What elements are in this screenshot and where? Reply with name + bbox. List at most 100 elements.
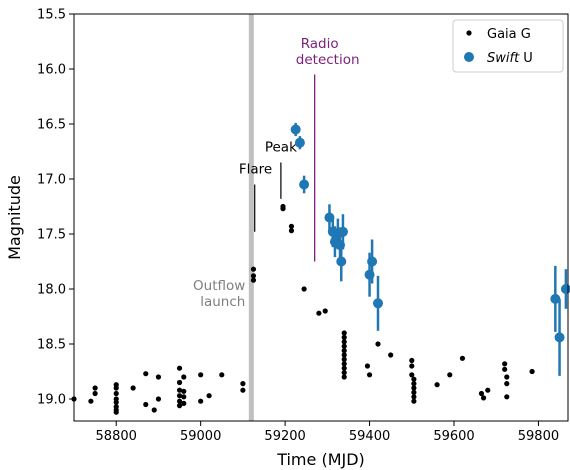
swift-point (290, 124, 301, 135)
plot-frame (73, 13, 569, 422)
gaia-point (176, 398, 183, 404)
legend-label-swift: Swift U (487, 51, 533, 66)
marks-layer (71, 122, 570, 415)
gaia-point (143, 401, 149, 408)
legend-marker-swift (464, 52, 474, 62)
gaia-point (322, 308, 328, 314)
gaia-point (411, 385, 417, 391)
legend-label-swift-italic: Swift (487, 51, 520, 66)
gaia-point (478, 390, 485, 397)
gaia-point (504, 374, 510, 380)
gaia-point (155, 374, 162, 380)
gaia-point (130, 385, 136, 391)
gaia-point (92, 385, 98, 391)
x-tick-label: 58800 (96, 429, 137, 444)
gaia-point (250, 277, 257, 283)
outflow-launch-label: launch (200, 294, 245, 310)
gaia-point (341, 348, 347, 354)
radio-detection-label: Radio (301, 36, 339, 52)
gaia-point (181, 374, 187, 380)
x-tick-label: 59600 (433, 429, 474, 444)
gaia-point (316, 310, 322, 316)
gaia-point (113, 390, 119, 397)
gaia-point (206, 393, 212, 399)
peak-label: Peak (265, 140, 297, 156)
y-tick-label: 17.5 (37, 228, 66, 243)
gaia-point (459, 355, 466, 361)
swift-point (373, 298, 383, 309)
legend-label-swift-rest: U (519, 51, 533, 66)
swift-point (554, 332, 565, 343)
gaia-point (502, 361, 508, 367)
y-tick-label: 17.0 (37, 173, 66, 188)
gaia-point (341, 365, 347, 371)
gaia-point (341, 370, 347, 376)
gaia-point (411, 394, 417, 400)
x-axis-title: Time (MJD) (276, 450, 365, 469)
outflow-launch-band (248, 14, 254, 421)
gaia-point (113, 385, 119, 391)
outflow-launch-label: Outflow (193, 278, 245, 294)
gaia-point (411, 376, 417, 382)
x-tick-label: 59800 (518, 429, 559, 444)
x-tick-label: 59000 (180, 429, 221, 444)
gaia-point (409, 357, 415, 364)
gaia-point (447, 372, 453, 378)
gaia-point (301, 286, 307, 292)
gaia-point (375, 341, 381, 347)
gaia-point (411, 389, 417, 395)
swift-point (336, 256, 347, 267)
swift-point (299, 179, 310, 190)
gaia-point (502, 366, 508, 372)
gaia-point (240, 381, 246, 387)
legend: Gaia G Swift U (452, 19, 564, 73)
y-tick-label: 16.5 (37, 118, 66, 133)
gaia-point (198, 372, 204, 378)
gaia-point (288, 223, 295, 229)
legend-box (452, 19, 564, 73)
gaia-point (198, 398, 204, 404)
gaia-point (176, 365, 183, 371)
gaia-point (92, 390, 98, 397)
gaia-point (341, 356, 347, 362)
gaia-point (434, 382, 440, 388)
radio-detection-label: detection (296, 52, 360, 68)
gaia-point (280, 206, 286, 212)
gaia-point (341, 334, 347, 340)
gaia-point (250, 266, 257, 272)
swift-point (550, 293, 561, 304)
gaia-point (250, 273, 257, 279)
swift-point (367, 256, 378, 267)
gaia-point (388, 352, 394, 358)
gaia-point (176, 403, 183, 409)
y-tick-label: 18.0 (37, 283, 66, 298)
gaia-point (181, 400, 187, 406)
legend-marker-gaia (466, 30, 472, 36)
gaia-point (288, 228, 295, 234)
gaia-point (155, 396, 162, 402)
gaia-point (113, 399, 119, 405)
gaia-point (341, 361, 347, 367)
swift-point (337, 226, 348, 237)
gaia-point (143, 371, 149, 377)
gaia-point (366, 372, 373, 378)
gaia-point (411, 398, 417, 404)
y-axis-title: Magnitude (5, 175, 24, 260)
y-tick-label: 18.5 (37, 338, 66, 353)
gaia-point (529, 368, 535, 375)
gaia-point (88, 398, 94, 404)
x-tick-label: 59200 (264, 429, 305, 444)
gaia-point (113, 409, 119, 415)
gaia-point (240, 387, 246, 393)
gaia-point (411, 381, 417, 387)
gaia-point (480, 395, 487, 401)
gaia-point (181, 388, 187, 394)
gaia-point (176, 387, 183, 393)
axes-layer: 58800 59000 59200 59400 59600 59800 15.5 16.0 16… (37, 8, 559, 445)
gaia-point (341, 352, 347, 358)
x-tick-label: 59400 (349, 429, 390, 444)
swift-point (294, 137, 305, 148)
gaia-point (341, 343, 347, 349)
